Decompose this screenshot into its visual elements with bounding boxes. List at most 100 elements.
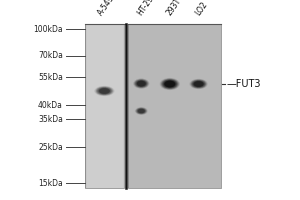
Ellipse shape [137, 81, 145, 86]
Ellipse shape [138, 109, 145, 113]
Text: HT-29: HT-29 [136, 0, 156, 17]
Text: 293T: 293T [164, 0, 183, 17]
Text: 25kDa: 25kDa [38, 142, 63, 152]
Ellipse shape [161, 79, 178, 89]
Ellipse shape [136, 81, 146, 87]
Ellipse shape [139, 109, 144, 113]
Ellipse shape [197, 83, 200, 85]
Ellipse shape [197, 83, 200, 85]
Ellipse shape [138, 81, 145, 86]
Ellipse shape [137, 81, 146, 86]
Ellipse shape [140, 110, 143, 112]
Bar [85, 24, 124, 188]
Ellipse shape [163, 80, 176, 88]
Ellipse shape [98, 88, 111, 94]
Text: —FUT3: —FUT3 [226, 79, 261, 89]
Ellipse shape [194, 81, 203, 87]
Ellipse shape [168, 83, 171, 85]
Ellipse shape [140, 82, 143, 85]
Ellipse shape [169, 83, 171, 85]
Ellipse shape [168, 83, 171, 85]
Ellipse shape [98, 88, 111, 94]
Ellipse shape [140, 83, 143, 85]
Ellipse shape [98, 87, 111, 95]
Ellipse shape [197, 83, 200, 85]
Ellipse shape [102, 90, 106, 92]
Ellipse shape [192, 80, 206, 88]
Ellipse shape [140, 110, 142, 112]
Ellipse shape [168, 83, 172, 85]
Ellipse shape [98, 88, 111, 94]
Ellipse shape [136, 108, 146, 114]
Ellipse shape [101, 89, 108, 93]
Ellipse shape [137, 81, 146, 86]
Ellipse shape [102, 90, 106, 92]
Text: 35kDa: 35kDa [38, 114, 63, 123]
Ellipse shape [164, 81, 175, 87]
Ellipse shape [140, 83, 142, 84]
Text: A-549: A-549 [97, 0, 117, 17]
Ellipse shape [139, 109, 144, 113]
Ellipse shape [139, 110, 143, 112]
Ellipse shape [99, 88, 110, 94]
Ellipse shape [165, 81, 175, 87]
Text: 40kDa: 40kDa [38, 100, 63, 110]
Text: 55kDa: 55kDa [38, 72, 63, 82]
Ellipse shape [99, 88, 110, 94]
Ellipse shape [138, 81, 145, 86]
Ellipse shape [137, 108, 146, 114]
Ellipse shape [137, 81, 146, 86]
Ellipse shape [100, 89, 108, 93]
Ellipse shape [193, 81, 205, 87]
Text: 15kDa: 15kDa [38, 178, 63, 188]
Ellipse shape [138, 82, 144, 85]
Ellipse shape [100, 89, 109, 93]
Ellipse shape [191, 80, 206, 88]
Ellipse shape [139, 82, 143, 85]
Ellipse shape [161, 79, 178, 89]
Bar [128, 24, 220, 188]
Ellipse shape [138, 82, 144, 86]
Text: 100kDa: 100kDa [33, 24, 63, 33]
Ellipse shape [194, 81, 203, 87]
Ellipse shape [99, 88, 110, 94]
Ellipse shape [139, 82, 144, 85]
Ellipse shape [139, 82, 143, 85]
Ellipse shape [191, 80, 206, 88]
Ellipse shape [193, 81, 204, 87]
Ellipse shape [136, 80, 146, 87]
Ellipse shape [136, 108, 146, 114]
Ellipse shape [139, 82, 144, 85]
Ellipse shape [194, 81, 203, 87]
Ellipse shape [138, 109, 145, 113]
Ellipse shape [166, 82, 174, 86]
Ellipse shape [137, 108, 146, 114]
Ellipse shape [100, 89, 109, 93]
Ellipse shape [101, 89, 107, 93]
Ellipse shape [103, 90, 106, 92]
Ellipse shape [138, 109, 144, 113]
Ellipse shape [140, 110, 143, 112]
Ellipse shape [169, 83, 171, 85]
Ellipse shape [196, 83, 201, 85]
Ellipse shape [100, 89, 109, 93]
Ellipse shape [141, 83, 142, 84]
Ellipse shape [136, 80, 147, 87]
Ellipse shape [97, 87, 112, 95]
Ellipse shape [163, 80, 177, 88]
Ellipse shape [196, 82, 202, 86]
Ellipse shape [138, 109, 145, 113]
Ellipse shape [139, 110, 144, 112]
Ellipse shape [97, 87, 112, 95]
Ellipse shape [140, 83, 143, 85]
Ellipse shape [139, 82, 144, 85]
Ellipse shape [164, 81, 176, 87]
Ellipse shape [165, 81, 175, 87]
Ellipse shape [139, 110, 143, 112]
Ellipse shape [136, 80, 147, 87]
Ellipse shape [164, 80, 176, 88]
Ellipse shape [97, 87, 112, 95]
Ellipse shape [167, 82, 173, 86]
Ellipse shape [140, 110, 142, 112]
Ellipse shape [98, 88, 110, 94]
